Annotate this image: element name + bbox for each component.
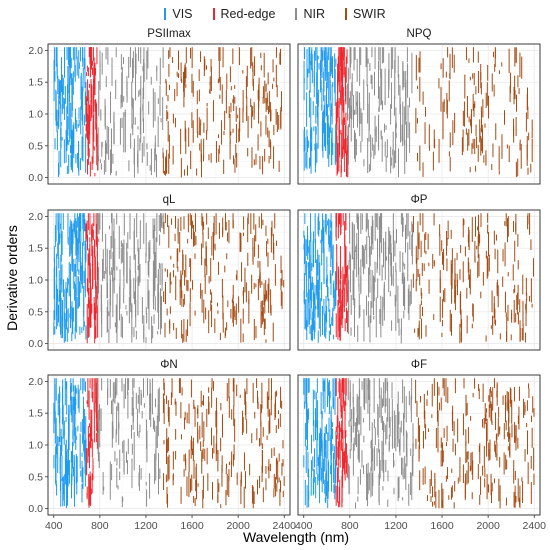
panel-6: ΦF 400 800 1200 1600 2000 2400 xyxy=(295,359,546,532)
legend-label-nir: NIR xyxy=(303,7,325,21)
panel-3: qL 0.0 0.5 1.0 1.5 2.0 xyxy=(28,194,291,351)
y-tick-label: 1.5 xyxy=(28,243,43,255)
x-tick-label: 2000 xyxy=(226,520,250,532)
legend: VIS Red-edge NIR SWIR xyxy=(0,4,550,24)
y-axis-title: Derivative orders xyxy=(4,225,20,331)
y-tick-label: 0.5 xyxy=(28,471,43,483)
y-tick-label: 0.5 xyxy=(28,306,43,318)
legend-item-vis: VIS xyxy=(164,7,193,21)
panel-title: ΦP xyxy=(411,194,428,206)
x-tick-label: 1200 xyxy=(384,520,408,532)
x-tick-label: 800 xyxy=(341,520,359,532)
legend-key-red-edge xyxy=(212,8,215,20)
panel-4: ΦP xyxy=(297,194,541,351)
legend-key-vis xyxy=(164,8,167,20)
y-tick-label: 0.5 xyxy=(28,140,43,152)
y-tick-label: 1.0 xyxy=(28,275,43,287)
y-tick-label: 2.0 xyxy=(28,45,43,57)
panel-title: ΦN xyxy=(160,359,177,371)
y-tick-label: 1.5 xyxy=(28,408,43,420)
x-tick-label: 400 xyxy=(295,520,313,532)
legend-key-swir xyxy=(344,8,347,20)
legend-key-nir xyxy=(295,8,298,20)
panel-border xyxy=(297,374,541,516)
legend-item-red-edge: Red-edge xyxy=(212,7,276,21)
x-tick-label: 1600 xyxy=(430,520,454,532)
panel-2: NPQ xyxy=(297,28,541,185)
legend-item-nir: NIR xyxy=(295,7,325,21)
panel-border xyxy=(297,43,541,185)
x-tick-label: 2400 xyxy=(273,520,297,532)
panel-1: PSIImax 0.0 0.5 1.0 1.5 2.0 xyxy=(28,28,291,185)
y-tick-label: 1.5 xyxy=(28,77,43,89)
y-tick-label: 0.0 xyxy=(28,338,43,350)
x-tick-label: 2000 xyxy=(476,520,500,532)
panel-title: NPQ xyxy=(407,28,432,40)
legend-label-vis: VIS xyxy=(172,7,193,21)
x-tick-label: 400 xyxy=(45,520,63,532)
panel-5: ΦN 0.0 0.5 1.0 1.5 2.0 400 800 1200 1600 2000 2400 xyxy=(28,359,296,532)
y-tick-label: 1.0 xyxy=(28,440,43,452)
x-tick-label: 1200 xyxy=(134,520,158,532)
panel-border xyxy=(297,209,541,351)
panel-title: qL xyxy=(163,194,176,206)
y-tick-label: 1.0 xyxy=(28,109,43,121)
y-tick-label: 2.0 xyxy=(28,211,43,223)
y-tick-label: 0.0 xyxy=(28,503,43,515)
x-tick-label: 800 xyxy=(91,520,109,532)
panel-title: PSIImax xyxy=(147,28,191,40)
legend-label-swir: SWIR xyxy=(352,7,386,21)
y-tick-label: 0.0 xyxy=(28,172,43,184)
legend-item-swir: SWIR xyxy=(344,7,386,21)
x-axis-title: Wavelength (nm) xyxy=(243,529,349,545)
y-tick-label: 2.0 xyxy=(28,376,43,388)
x-tick-label: 2400 xyxy=(523,520,547,532)
panel-title: ΦF xyxy=(411,359,427,371)
x-tick-label: 1600 xyxy=(180,520,204,532)
legend-label-red-edge: Red-edge xyxy=(220,7,276,21)
